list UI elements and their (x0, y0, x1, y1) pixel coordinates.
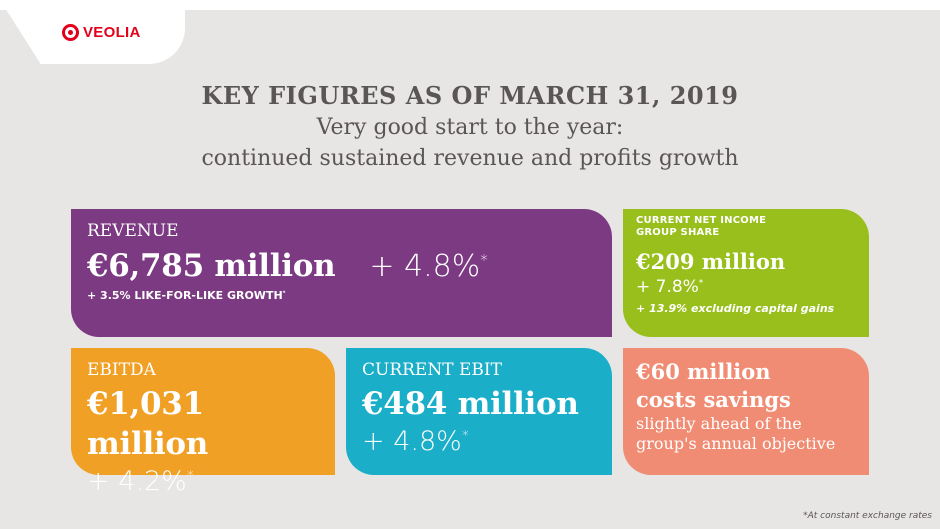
ebitda-card: EBITDA €1,031 million + 4.2%* (71, 348, 335, 497)
net-income-label-1: CURRENT NET INCOME (636, 215, 767, 226)
page-title: KEY FIGURES AS OF MARCH 31, 2019 (201, 81, 739, 110)
ebit-value: €484 million (362, 386, 579, 422)
savings-text-2: group's annual objective (636, 434, 836, 453)
savings-value: €60 million (636, 359, 771, 384)
net-income-note: + 13.9% excluding capital gains (636, 302, 835, 315)
revenue-note-text: + 3.5% LIKE-FOR-LIKE GROWTH (87, 289, 283, 302)
ebitda-growth-mark: * (186, 468, 194, 484)
ebit-growth: + 4.8%* (362, 424, 612, 460)
brand-logo[interactable]: VEOLIA (62, 24, 141, 41)
savings-subtitle: costs savings (636, 387, 791, 412)
ebitda-growth: + 4.2%* (87, 464, 335, 500)
savings-card: €60 million costs savings slightly ahead… (623, 348, 869, 475)
ebitda-label: EBITDA (87, 360, 156, 380)
net-income-label-2: GROUP SHARE (636, 227, 720, 238)
net-income-growth: + 7.8%* (636, 276, 869, 298)
net-income-value: €209 million (636, 249, 786, 274)
ebitda-growth-text: + 4.2% (87, 466, 187, 497)
ebit-card: CURRENT EBIT €484 million + 4.8%* (346, 348, 612, 475)
revenue-growth: + 4.8%* (369, 249, 487, 285)
ebit-growth-mark: * (461, 428, 469, 444)
ebit-growth-text: + 4.8% (362, 426, 462, 457)
revenue-growth-mark: * (480, 251, 488, 269)
net-income-growth-text: + 7.8% (636, 277, 699, 297)
revenue-value: €6,785 million (87, 248, 336, 284)
subtitle-line-1: Very good start to the year: (316, 115, 624, 140)
revenue-note-mark: * (282, 290, 286, 297)
net-income-growth-mark: * (698, 278, 704, 289)
heading: KEY FIGURES AS OF MARCH 31, 2019 Very go… (0, 80, 940, 174)
veolia-logo-icon (62, 24, 79, 41)
ebit-label: CURRENT EBIT (362, 360, 502, 380)
subtitle-line-2: continued sustained revenue and profits … (201, 146, 739, 171)
ebitda-value: €1,031 million (87, 386, 209, 462)
net-income-card: CURRENT NET INCOME GROUP SHARE €209 mill… (623, 209, 869, 337)
brand-name: VEOLIA (83, 24, 141, 41)
savings-text-1: slightly ahead of the (636, 414, 802, 433)
revenue-growth-text: + 4.8% (369, 249, 481, 284)
footnote: *At constant exchange rates (803, 511, 932, 521)
revenue-card: REVENUE €6,785 million + 4.8%* + 3.5% LI… (71, 209, 612, 337)
revenue-note: + 3.5% LIKE-FOR-LIKE GROWTH* (87, 288, 612, 303)
revenue-label: REVENUE (87, 221, 179, 241)
